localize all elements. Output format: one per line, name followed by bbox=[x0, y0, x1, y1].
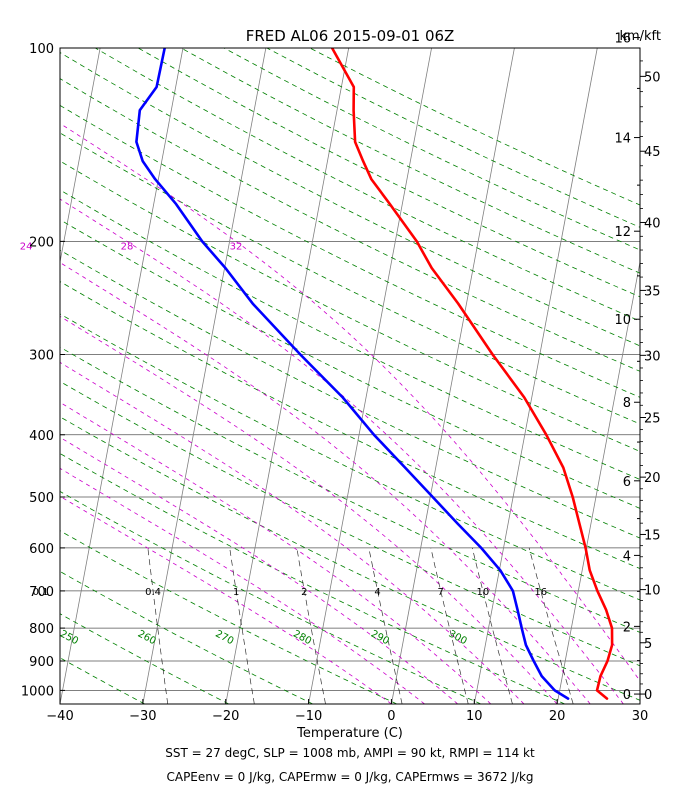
dry-adiabat-line bbox=[60, 104, 640, 398]
dry-adiabat-line bbox=[60, 381, 640, 667]
x-tick-label: −10 bbox=[295, 709, 322, 724]
dewpoint-profile-line bbox=[135, 48, 570, 700]
isotherm-line bbox=[225, 48, 350, 704]
km-tick-label: 6 bbox=[623, 475, 631, 490]
moist-adiabat-label: 28 bbox=[121, 241, 134, 252]
mixing-ratio-line bbox=[147, 547, 169, 704]
isotherm-line bbox=[556, 259, 640, 704]
kft-tick-label: 10 bbox=[644, 584, 661, 599]
x-tick-label: 10 bbox=[466, 709, 483, 724]
kft-tick-label: 5 bbox=[644, 637, 652, 652]
dry-adiabat-line bbox=[60, 160, 640, 452]
moist-adiabat-line bbox=[60, 361, 525, 704]
dry-adiabat-line bbox=[60, 570, 313, 704]
kft-tick-label: 40 bbox=[644, 216, 661, 231]
dry-adiabat-line bbox=[60, 490, 481, 704]
mixing-ratio-label: 16 bbox=[534, 587, 547, 598]
kft-tick-label: 0 bbox=[644, 688, 652, 703]
mixing-ratio-line bbox=[471, 547, 513, 704]
x-tick-label: −20 bbox=[212, 709, 239, 724]
temperature-profile-line bbox=[330, 48, 614, 700]
p-tick-label: 400 bbox=[29, 429, 54, 444]
mixing-ratio-label: 7 bbox=[438, 587, 444, 598]
p-tick-label: 600 bbox=[29, 542, 54, 557]
km-tick-label: 8 bbox=[623, 396, 631, 411]
dry-adiabat-line bbox=[60, 52, 640, 347]
kft-tick-label: 30 bbox=[644, 349, 661, 364]
isotherm-line bbox=[308, 48, 432, 704]
km-tick-label: 14 bbox=[614, 132, 631, 147]
axes: −40 −30 −20 −10 0 10 20 30100200300400500600700… bbox=[21, 32, 661, 724]
footer-line-2: CAPEenv = 0 J/kg, CAPErmw = 0 J/kg, CAPE… bbox=[166, 770, 533, 784]
isotherm-line bbox=[391, 48, 515, 704]
mixing-ratio-label: 1 bbox=[233, 587, 239, 598]
isotherm-line bbox=[60, 48, 101, 265]
moist-adiabat-line bbox=[60, 315, 558, 704]
p-tick-label: 100 bbox=[29, 42, 54, 57]
mixing-ratio-label: 0.4 bbox=[145, 587, 161, 598]
kft-tick-label: 15 bbox=[644, 528, 661, 543]
p-tick-label: 300 bbox=[29, 348, 54, 363]
p-tick-label: 700 bbox=[29, 585, 54, 600]
kft-tick-label: 20 bbox=[644, 471, 661, 486]
moist-adiabat-line bbox=[60, 198, 624, 704]
moist-adiabat-line bbox=[60, 122, 640, 682]
x-tick-label: 20 bbox=[549, 709, 566, 724]
dry-adiabat-line bbox=[60, 78, 640, 372]
dry-adiabat-line bbox=[60, 281, 640, 570]
kft-tick-label: 25 bbox=[644, 412, 661, 427]
km-tick-label: 2 bbox=[623, 620, 631, 635]
km-tick-label: 10 bbox=[614, 313, 631, 328]
x-tick-label: −40 bbox=[46, 709, 73, 724]
moist-adiabat-line bbox=[60, 495, 392, 704]
moist-adiabat-line bbox=[60, 262, 591, 704]
km-tick-label: 0 bbox=[623, 688, 631, 703]
isotherm-line bbox=[60, 48, 184, 704]
mixing-ratio-label: 10 bbox=[477, 587, 490, 598]
footer-line-1: SST = 27 degC, SLP = 1008 mb, AMPI = 90 … bbox=[165, 746, 535, 760]
x-axis-label: Temperature (C) bbox=[296, 726, 403, 741]
mixing-ratio-line bbox=[296, 547, 326, 704]
moist-adiabat-label: 32 bbox=[230, 241, 243, 252]
mixing-ratio-line bbox=[229, 547, 255, 704]
p-tick-label: 1000 bbox=[21, 684, 54, 699]
mixing-ratio-label: 4 bbox=[374, 587, 380, 598]
kft-tick-label: 35 bbox=[644, 284, 661, 299]
moist-adiabat-line bbox=[60, 436, 458, 704]
mixing-ratio-line bbox=[368, 547, 403, 704]
moist-adiabat-line bbox=[60, 401, 492, 704]
mixing-ratio-line bbox=[430, 547, 469, 704]
kft-tick-label: 50 bbox=[644, 70, 661, 85]
dry-adiabat-line bbox=[60, 132, 640, 425]
p-tick-label: 200 bbox=[29, 235, 54, 250]
sounding-profiles bbox=[135, 48, 614, 700]
isotherm-line bbox=[473, 48, 598, 704]
altitude-unit-label: km/kft bbox=[619, 29, 661, 44]
x-tick-label: −30 bbox=[129, 709, 156, 724]
mixing-ratio-label: 2 bbox=[301, 587, 307, 598]
plot-frame bbox=[59, 47, 641, 705]
mixing-ratio-line bbox=[528, 547, 574, 704]
p-tick-label: 900 bbox=[29, 655, 54, 670]
mixing-ratio-label: 0.1 bbox=[33, 587, 49, 598]
moist-adiabat-line bbox=[60, 467, 425, 704]
moist-adiabat-label: 24 bbox=[20, 241, 33, 252]
km-tick-label: 12 bbox=[614, 225, 631, 240]
chart-title: FRED AL06 2015-09-01 06Z bbox=[246, 27, 455, 45]
km-tick-label: 16 bbox=[614, 32, 631, 47]
isobar-grid bbox=[60, 47, 640, 691]
dry-adiabat-line bbox=[60, 453, 565, 704]
background-line-grid bbox=[60, 48, 640, 704]
p-tick-label: 800 bbox=[29, 622, 54, 637]
p-tick-label: 500 bbox=[29, 491, 54, 506]
x-tick-label: 0 bbox=[387, 709, 395, 724]
x-tick-label: 30 bbox=[632, 709, 649, 724]
kft-tick-label: 45 bbox=[644, 145, 661, 160]
km-tick-label: 4 bbox=[623, 549, 631, 564]
